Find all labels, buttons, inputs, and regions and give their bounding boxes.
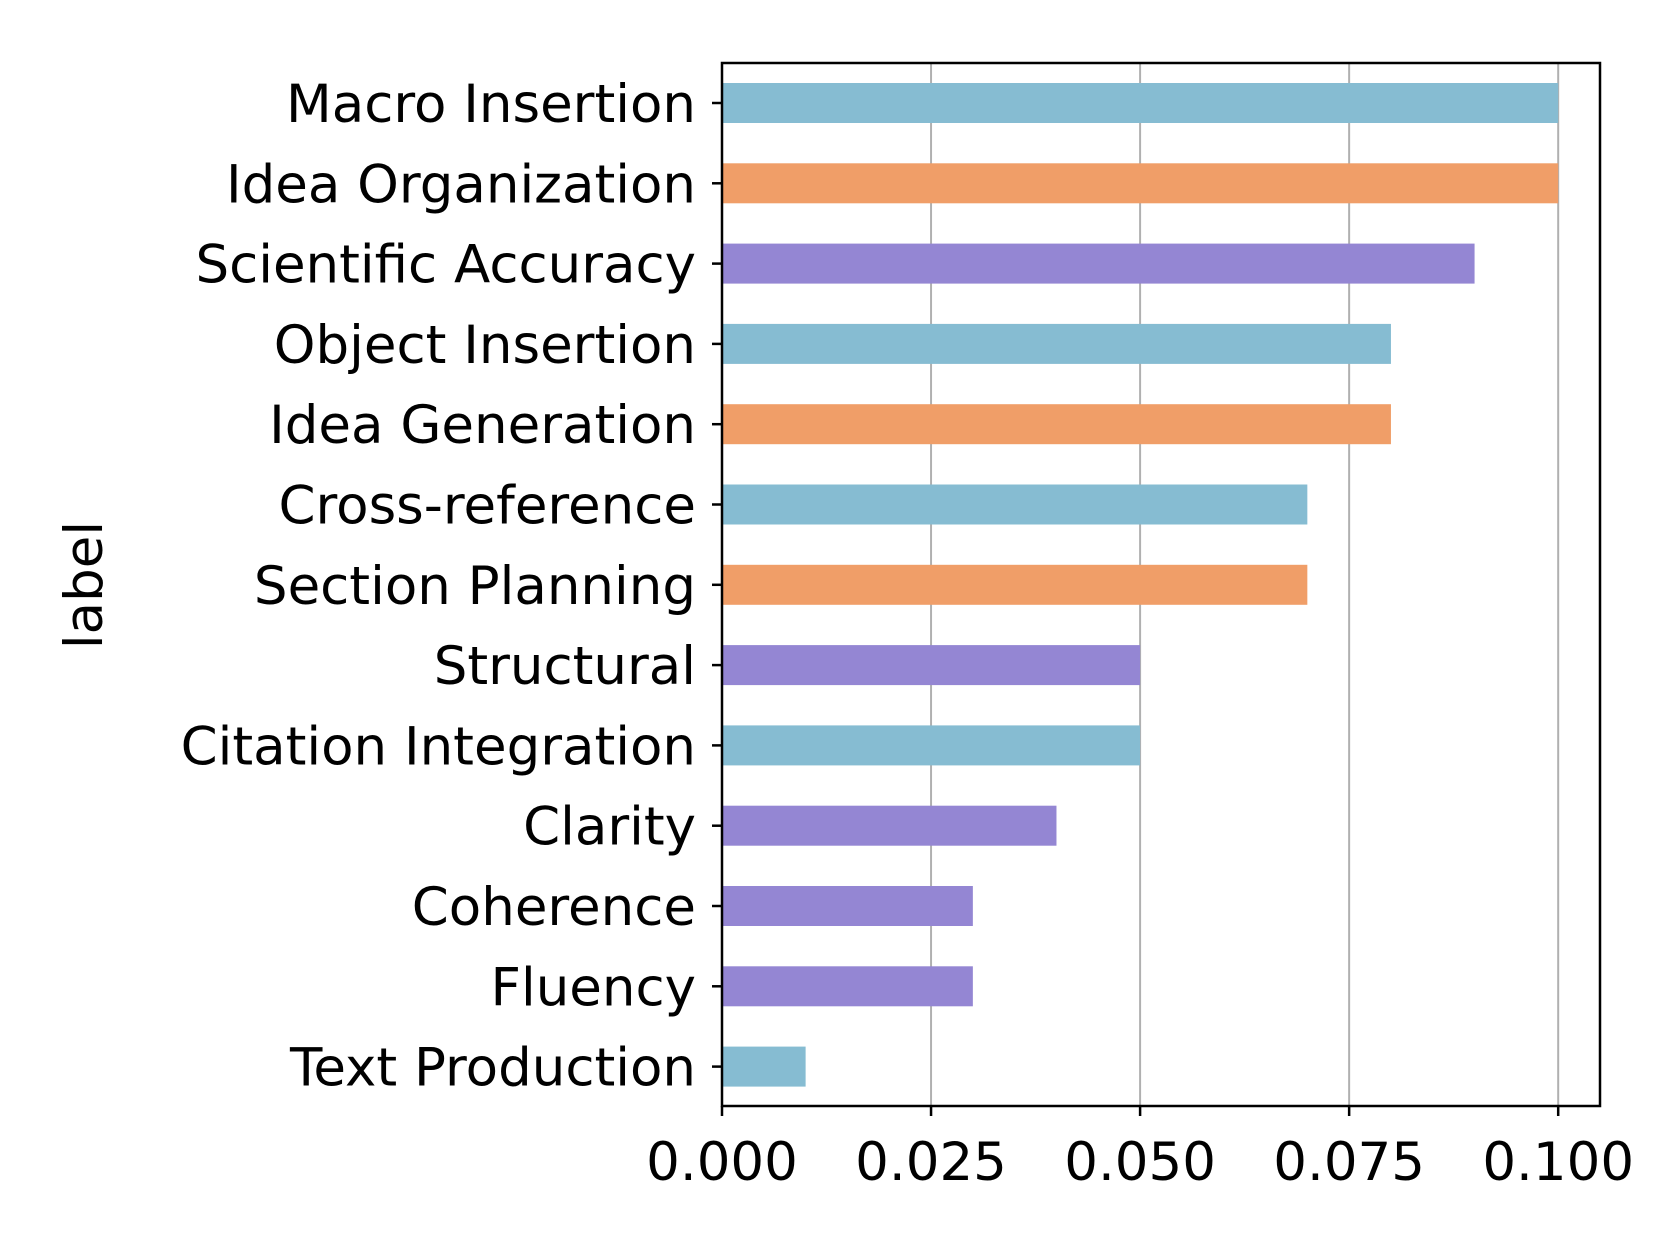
x-tick-label: 0.100 bbox=[1482, 1132, 1634, 1193]
bar bbox=[722, 163, 1559, 204]
y-axis-ticks: Macro Insertion Idea Organization Scientif… bbox=[181, 74, 722, 1099]
y-tick-label: Fluency bbox=[490, 957, 696, 1018]
x-axis-ticks: 0.000 0.025 0.050 0.075 0.100 bbox=[646, 1106, 1634, 1193]
y-axis-title: label bbox=[54, 521, 115, 649]
bar bbox=[722, 886, 973, 926]
bar bbox=[722, 1046, 806, 1087]
y-tick-label: Section Planning bbox=[254, 556, 696, 617]
bar bbox=[722, 966, 973, 1007]
y-tick-label: Object Insertion bbox=[274, 315, 696, 376]
y-tick-label: Structural bbox=[434, 636, 696, 697]
y-tick-label: Scientific Accuracy bbox=[195, 235, 696, 296]
y-tick-label: Coherence bbox=[412, 877, 696, 938]
bars bbox=[722, 83, 1559, 1087]
y-tick-label: Cross-reference bbox=[279, 476, 696, 537]
x-tick-label: 0.075 bbox=[1273, 1132, 1425, 1193]
y-tick-label: Text Production bbox=[289, 1038, 696, 1099]
y-tick-label: Citation Integration bbox=[181, 716, 696, 777]
bar bbox=[722, 725, 1141, 766]
bar bbox=[722, 564, 1308, 605]
bar bbox=[722, 805, 1057, 846]
x-tick-label: 0.050 bbox=[1064, 1132, 1216, 1193]
bar bbox=[722, 404, 1391, 445]
bar bbox=[722, 83, 1559, 123]
y-tick-label: Clarity bbox=[523, 797, 696, 858]
x-tick-label: 0.000 bbox=[646, 1132, 798, 1193]
bar bbox=[722, 323, 1391, 364]
y-tick-label: Idea Organization bbox=[226, 154, 696, 215]
y-tick-label: Macro Insertion bbox=[286, 74, 696, 135]
bar bbox=[722, 243, 1475, 284]
y-tick-label: Idea Generation bbox=[269, 395, 696, 456]
bar bbox=[722, 645, 1141, 686]
bar bbox=[722, 484, 1308, 525]
x-tick-label: 0.025 bbox=[855, 1132, 1007, 1193]
